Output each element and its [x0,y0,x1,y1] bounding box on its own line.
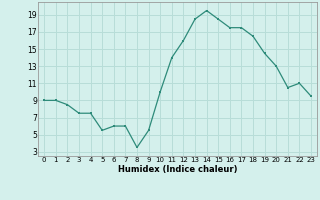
X-axis label: Humidex (Indice chaleur): Humidex (Indice chaleur) [118,165,237,174]
